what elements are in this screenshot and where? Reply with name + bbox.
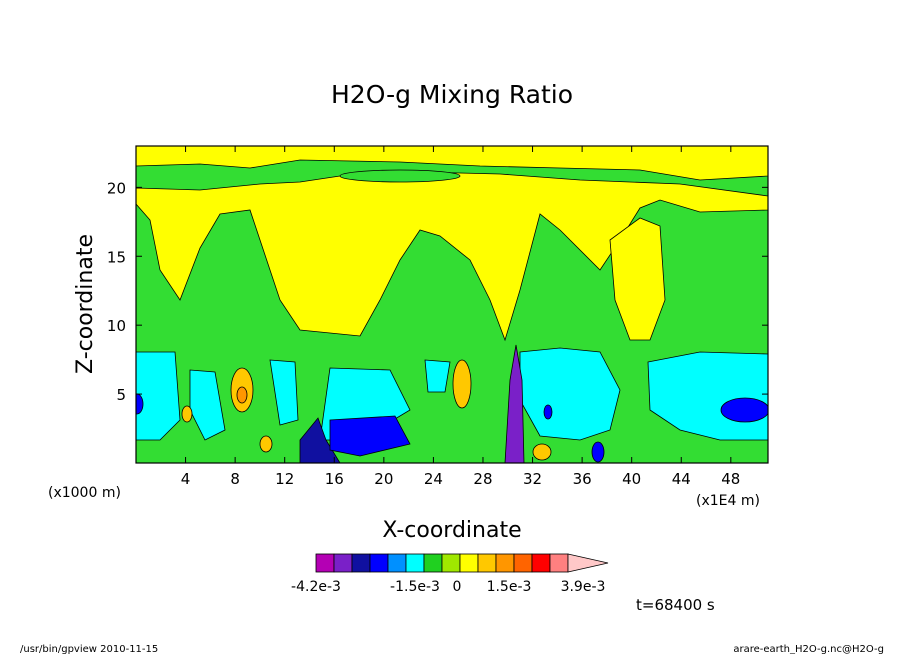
colorbar-swatch (495, 553, 515, 573)
region-yellow-right (609, 217, 666, 341)
colorbar-swatch (423, 553, 443, 573)
plot-frame (135, 145, 769, 464)
x-axis-label: X-coordinate (382, 518, 521, 543)
region-orange-d (259, 435, 273, 453)
colorbar-label: -4.2e-3 (291, 579, 341, 595)
time-label: t=68400 s (636, 596, 715, 614)
colorbar-swatch (333, 553, 353, 573)
y-axis-label: Z-coordinate (73, 234, 98, 374)
x-tick-label: 24 (424, 470, 443, 488)
y-tick-label: 10 (107, 317, 126, 335)
colorbar-swatch (351, 553, 371, 573)
region-cyan-left (136, 351, 181, 441)
region-orange-b (452, 359, 472, 409)
colorbar-swatch (369, 553, 389, 573)
colorbar (315, 553, 609, 573)
region-cyan-a (189, 369, 226, 441)
region-blue-small (543, 404, 553, 420)
x-tick-label: 36 (573, 470, 592, 488)
region-blue-a (329, 415, 411, 457)
x-tick-label: 32 (523, 470, 542, 488)
region-orange-e (532, 443, 552, 461)
x-tick-label: 40 (622, 470, 641, 488)
region-orange-c (181, 405, 193, 423)
footer-right: arare-earth_H2O-g.nc@H2O-g (733, 644, 884, 654)
region-blue-left (136, 393, 144, 415)
colorbar-swatch (387, 553, 407, 573)
contour-field (136, 146, 768, 463)
region-green-strip (339, 169, 461, 183)
colorbar-swatch (405, 553, 425, 573)
colorbar-label: 1.5e-3 (487, 579, 532, 595)
chart-title: H2O-g Mixing Ratio (331, 80, 573, 109)
colorbar-swatch (315, 553, 335, 573)
y-tick-label: 15 (107, 248, 126, 266)
region-yellow-top (136, 146, 768, 181)
x-tick-label: 4 (181, 470, 191, 488)
colorbar-swatch (531, 553, 551, 573)
colorbar-swatch (441, 553, 461, 573)
x-tick-label: 20 (374, 470, 393, 488)
colorbar-label: -1.5e-3 (390, 579, 440, 595)
region-yellow-main (136, 171, 768, 342)
x-tick-label: 8 (230, 470, 240, 488)
region-cyan-b (269, 359, 299, 426)
region-blue-right (720, 397, 768, 423)
y-tick-label: 5 (116, 386, 126, 404)
x-tick-label: 12 (275, 470, 294, 488)
colorbar-swatch (513, 553, 533, 573)
region-orange-core (236, 386, 248, 404)
x-tick-label: 44 (672, 470, 691, 488)
region-navy-a (299, 417, 341, 463)
x-unit-left-label: (x1000 m) (48, 485, 121, 501)
colorbar-label: 3.9e-3 (561, 579, 606, 595)
x-tick-label: 48 (721, 470, 740, 488)
x-axis: 4 8 12 16 20 24 28 32 36 40 44 48 (181, 146, 740, 488)
colorbar-arrow (567, 553, 609, 573)
colorbar-labels: -4.2e-3 -1.5e-3 0 1.5e-3 3.9e-3 (291, 579, 605, 595)
colorbar-swatch (459, 553, 479, 573)
region-cyan-d (424, 359, 451, 393)
x-tick-label: 28 (473, 470, 492, 488)
x-unit-right-label: (x1E4 m) (696, 493, 760, 509)
footer-left: /usr/bin/gpview 2010-11-15 (20, 644, 158, 654)
colorbar-swatch (549, 553, 569, 573)
colorbar-swatch (477, 553, 497, 573)
y-axis: 5 10 15 20 (107, 179, 768, 404)
region-blue-small-b (591, 441, 605, 463)
colorbar-label: 0 (453, 579, 462, 595)
x-tick-label: 16 (325, 470, 344, 488)
region-plume (504, 344, 525, 463)
region-cyan-mid (519, 347, 621, 441)
y-tick-label: 20 (107, 179, 126, 197)
